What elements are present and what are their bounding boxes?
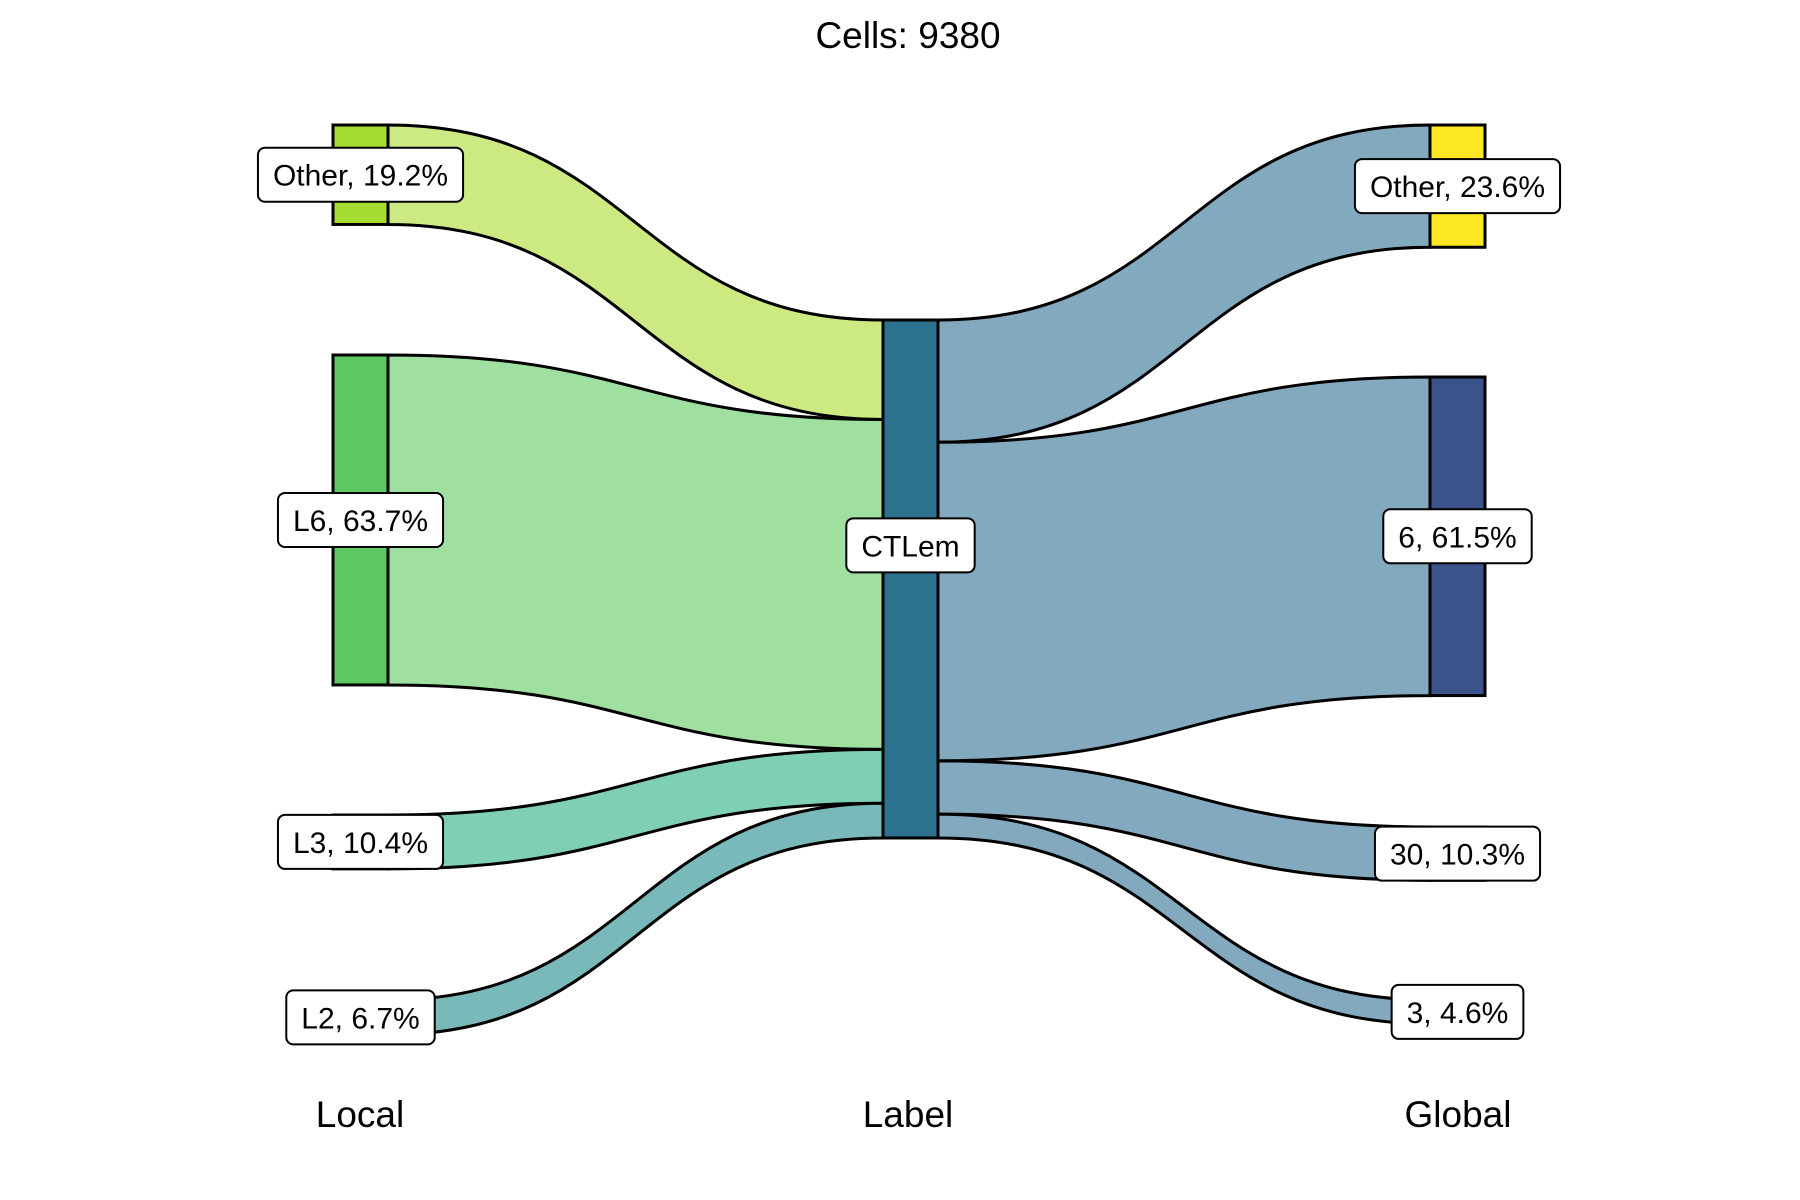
chart-title: Cells: 9380 xyxy=(815,15,1000,56)
label-global-30: 30, 10.3% xyxy=(1373,825,1542,882)
axis-label-label: Label xyxy=(863,1094,954,1135)
label-local-l6: L6, 63.7% xyxy=(276,491,445,548)
label-global-other: Other, 23.6% xyxy=(1353,158,1562,215)
label-global-other-box xyxy=(1353,158,1562,215)
label-ctlem-text: CTLem xyxy=(861,530,959,563)
label-global-6-text: 6, 61.5% xyxy=(1398,521,1516,554)
label-local-l2-text: L2, 6.7% xyxy=(301,1002,419,1035)
label-ctlem: CTLem xyxy=(845,517,976,574)
label-local-l6-box xyxy=(276,491,445,548)
label-local-other-box xyxy=(256,146,465,203)
label-local-l6-text: L6, 63.7% xyxy=(293,505,428,538)
label-local-l3-text: L3, 10.4% xyxy=(293,827,428,860)
label-global-other-text: Other, 23.6% xyxy=(1370,171,1545,204)
node-label-ctlem xyxy=(881,318,940,840)
label-global-6-box xyxy=(1382,508,1533,565)
label-local-l3: L3, 10.4% xyxy=(276,813,445,870)
label-global-30-text: 30, 10.3% xyxy=(1390,839,1525,872)
axis-label-local: Local xyxy=(316,1094,404,1135)
label-local-l2-box xyxy=(285,989,436,1046)
label-global-6: 6, 61.5% xyxy=(1382,508,1533,565)
label-local-l2: L2, 6.7% xyxy=(285,989,436,1046)
flows-layer xyxy=(386,123,1432,1037)
labels-layer: Other, 19.2% L6, 63.7% L3, 10.4% L2, 6.7% Ot… xyxy=(256,146,1562,1046)
label-global-3-text: 3, 4.6% xyxy=(1407,997,1509,1030)
label-global-3-box xyxy=(1390,983,1525,1040)
label-global-3: 3, 4.6% xyxy=(1390,983,1525,1040)
label-local-l3-box xyxy=(276,813,445,870)
label-global-30-box xyxy=(1373,825,1542,882)
label-local-other-text: Other, 19.2% xyxy=(273,160,448,193)
flow-local-l6-to-ctlem xyxy=(386,353,885,751)
axis-label-global: Global xyxy=(1405,1094,1512,1135)
label-local-other: Other, 19.2% xyxy=(256,146,465,203)
label-ctlem-box xyxy=(845,517,976,574)
